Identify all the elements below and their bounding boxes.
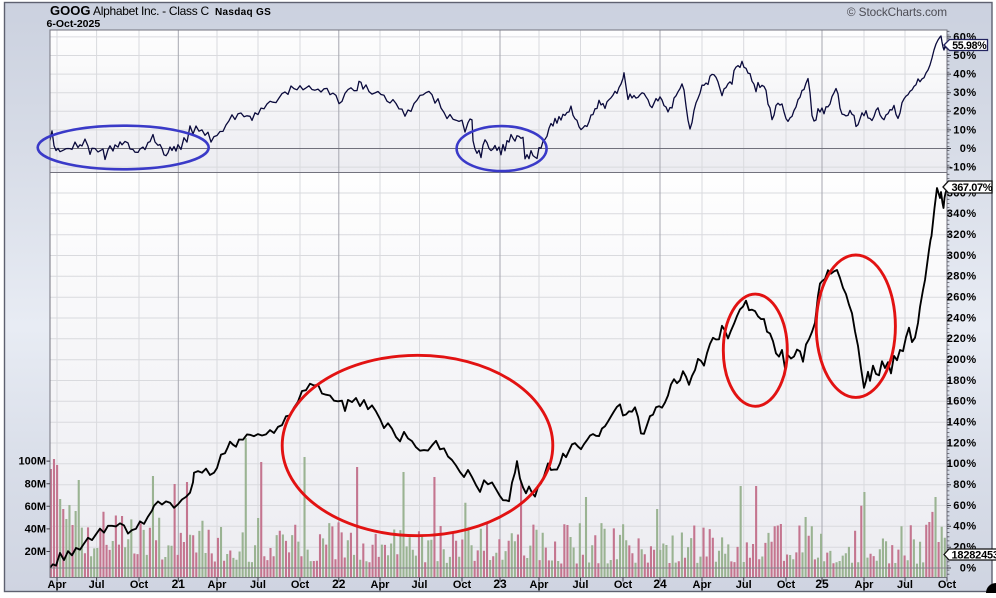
svg-text:240%: 240% <box>947 312 977 324</box>
svg-text:120%: 120% <box>947 437 977 449</box>
svg-text:-10%: -10% <box>949 162 976 174</box>
svg-text:10%: 10% <box>953 124 976 136</box>
svg-text:220%: 220% <box>947 333 977 345</box>
svg-text:Nasdaq GS: Nasdaq GS <box>215 7 271 18</box>
svg-text:GOOG: GOOG <box>50 3 90 18</box>
svg-text:6-Oct-2025: 6-Oct-2025 <box>47 18 101 30</box>
svg-text:© StockCharts.com: © StockCharts.com <box>847 5 947 19</box>
svg-text:Alphabet Inc. - Class C: Alphabet Inc. - Class C <box>93 4 209 18</box>
svg-text:18282453: 18282453 <box>952 549 996 561</box>
svg-text:367.07%: 367.07% <box>952 182 993 194</box>
svg-text:340%: 340% <box>947 208 977 220</box>
svg-text:60M: 60M <box>25 501 46 513</box>
svg-text:20%: 20% <box>953 106 976 118</box>
svg-text:280%: 280% <box>947 271 977 283</box>
svg-text:40%: 40% <box>953 69 976 81</box>
svg-text:0%: 0% <box>960 562 977 574</box>
svg-text:40M: 40M <box>25 524 46 536</box>
svg-text:320%: 320% <box>947 229 977 241</box>
svg-text:180%: 180% <box>947 375 977 387</box>
svg-text:300%: 300% <box>947 250 977 262</box>
svg-text:200%: 200% <box>947 354 977 366</box>
svg-text:30%: 30% <box>953 87 976 99</box>
svg-text:100M: 100M <box>18 456 46 468</box>
svg-text:100%: 100% <box>947 458 977 470</box>
svg-text:40%: 40% <box>953 521 976 533</box>
svg-text:80M: 80M <box>25 478 46 490</box>
svg-text:80%: 80% <box>953 479 976 491</box>
svg-text:0%: 0% <box>960 143 977 155</box>
svg-text:260%: 260% <box>947 292 977 304</box>
svg-text:60%: 60% <box>953 500 976 512</box>
svg-text:20M: 20M <box>25 546 46 558</box>
svg-text:140%: 140% <box>947 417 977 429</box>
svg-text:55.98%: 55.98% <box>952 40 987 52</box>
svg-text:160%: 160% <box>947 396 977 408</box>
